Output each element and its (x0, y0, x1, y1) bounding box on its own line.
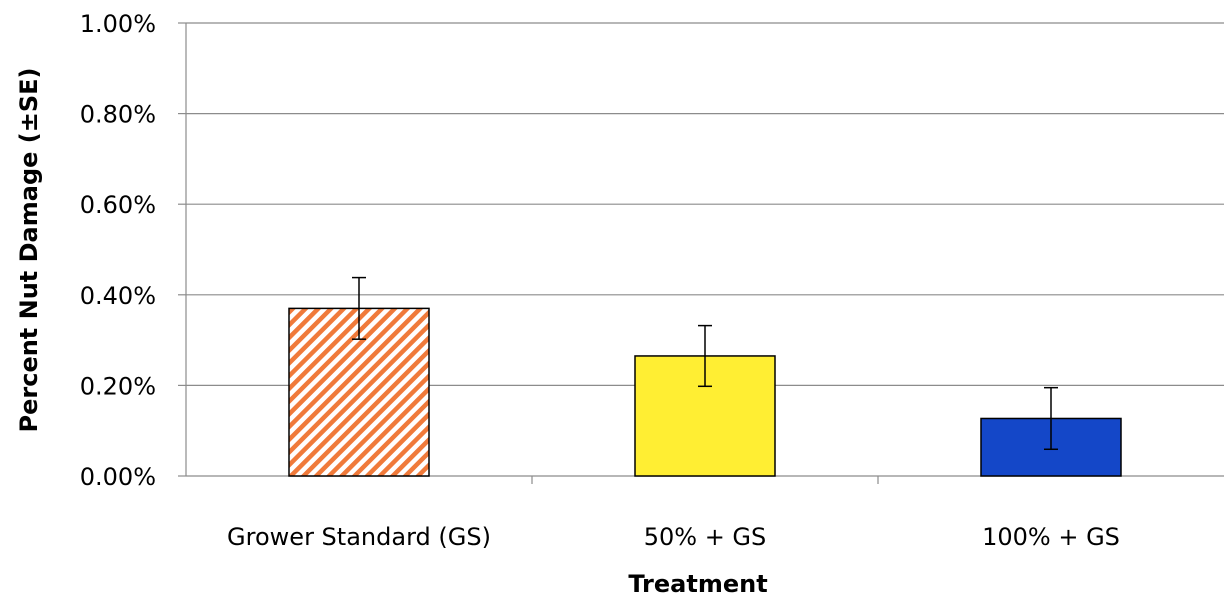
y-tick-label: 0.60% (80, 191, 156, 219)
y-tick-label: 0.20% (80, 372, 156, 400)
x-tick-label: 50% + GS (644, 523, 767, 551)
y-tick-label: 0.80% (80, 101, 156, 129)
y-axis-title: Percent Nut Damage (±SE) (15, 68, 43, 433)
y-tick-label: 1.00% (80, 10, 156, 38)
x-tick-label: Grower Standard (GS) (227, 523, 491, 551)
bars (288, 276, 1122, 477)
x-axis-title: Treatment (628, 570, 767, 598)
labels: 0.00% 0.20% 0.40% 0.60% 0.80% 1.00% Grower Sta… (80, 10, 1120, 551)
x-tick-label: 100% + GS (982, 523, 1120, 551)
y-tick-label: 0.40% (80, 282, 156, 310)
y-tick-label: 0.00% (80, 463, 156, 491)
